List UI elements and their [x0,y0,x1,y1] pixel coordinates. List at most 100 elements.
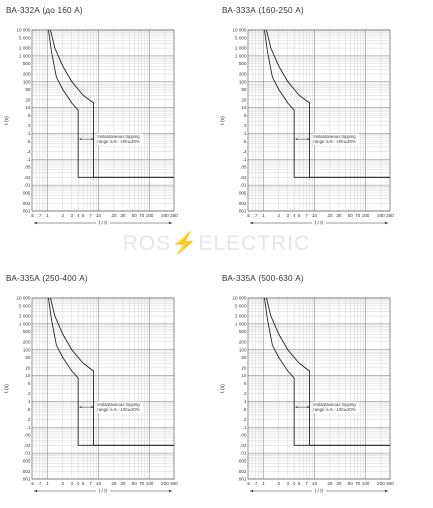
x-tick-label: 20 [327,481,333,486]
x-tick-label: 4 [293,213,296,218]
x-axis-label-bg [96,488,110,494]
chart-title: ВА-333А (160-250 А) [222,6,304,15]
y-tick-label: .2 [243,417,247,422]
y-tick-label: 20 [25,97,31,102]
series-line-1 [266,29,390,178]
x-tick-label: 70 [355,481,361,486]
x-tick-label: 5 [298,481,301,486]
x-tick-label: 10 [96,481,102,486]
annotation-line: Instantaneous tripping [313,402,356,407]
x-tick-label: 300 [386,213,394,218]
x-tick-label: .5 [246,481,250,486]
x-tick-label: 200 [161,481,169,486]
y-tick-label: 1 000 [235,321,247,326]
y-tick-label: 1 [244,399,247,404]
x-tick-label: 70 [139,481,145,486]
series-line-1 [50,29,174,178]
y-tick-label: 1 [28,131,31,136]
x-axis-arrow-right-icon [169,221,172,225]
y-tick-label: 100 [23,347,31,352]
x-axis-label-bg [312,220,326,226]
x-tick-label: 10 [312,213,318,218]
x-tick-label: 300 [170,481,178,486]
y-tick-label: .002 [238,469,247,474]
y-tick-label: 2 000 [235,314,247,319]
x-tick-label: 2 [61,481,64,486]
y-tick-label: .005 [22,459,31,464]
x-tick-label: 20 [327,213,333,218]
watermark-left: ROS [122,232,172,255]
y-tick-label: 5 000 [19,303,31,308]
x-tick-label: 50 [132,213,138,218]
y-axis-label: t (s) [220,116,226,125]
y-tick-label: 20 [241,97,247,102]
x-tick-label: 300 [170,213,178,218]
y-tick-label: 5 [28,113,31,118]
x-tick-label: .7 [38,481,42,486]
tripping-arrow-left-icon [295,138,298,141]
series-line-1 [266,297,390,446]
y-tick-label: .005 [22,191,31,196]
y-tick-label: .05 [24,433,31,438]
x-axis-arrow-left-icon [250,221,253,225]
annotation-line: range Ii=5 - 10In±20% [97,139,140,144]
annotation-line: range Ii=5 - 10In±20% [313,139,356,144]
watermark-right: ELECTRIC [198,232,311,255]
annotation-bg [312,401,359,414]
x-tick-label: 7 [305,213,308,218]
watermark: ROS⚡ELECTRIC [0,232,433,256]
x-tick-label: 30 [336,213,342,218]
x-tick-label: 3 [286,481,289,486]
x-axis-arrow-left-icon [34,489,37,493]
y-tick-label: 5 [244,113,247,118]
chart-panel-1: ВА-332А (до 160 А) 10 000 5 000 2 000 1 000… [0,0,216,240]
chart-title: ВА-332А (до 160 А) [6,6,83,15]
y-tick-label: 10 000 [16,296,30,301]
y-tick-label: 200 [239,72,247,77]
x-tick-label: 70 [355,213,361,218]
tripping-arrow-left-icon [79,138,82,141]
tripping-arrow-left-icon [295,406,298,409]
y-tick-label: .1 [243,425,247,430]
y-tick-label: 500 [239,329,247,334]
y-tick-label: .01 [240,183,247,188]
y-tick-label: 20 [25,365,31,370]
x-axis-label: I / Ir [99,489,108,495]
y-tick-label: 5 [244,381,247,386]
y-tick-label: 500 [23,329,31,334]
y-tick-label: 100 [23,79,31,84]
y-axis-label: t (s) [4,116,10,125]
series-line-2 [264,29,390,178]
y-tick-label: 2 [244,391,247,396]
y-tick-label: 10 [241,105,247,110]
x-tick-label: 30 [120,213,126,218]
x-tick-label: 7 [89,481,92,486]
x-tick-label: 4 [77,481,80,486]
y-tick-label: 100 [239,347,247,352]
y-tick-label: .01 [24,183,31,188]
x-tick-label: .5 [246,213,250,218]
series-line-2 [264,297,390,446]
x-tick-label: 300 [386,481,394,486]
y-tick-label: .02 [240,175,247,180]
tripping-arrow-right-icon [307,138,310,141]
y-tick-label: .002 [22,201,31,206]
grid [247,297,391,480]
x-tick-label: 1 [46,481,49,486]
annotation-bg [96,133,143,146]
y-tick-label: 2 000 [19,314,31,319]
x-axis-label: I / Ir [99,221,108,227]
y-tick-label: 50 [241,87,247,92]
y-tick-label: 10 [25,373,31,378]
y-tick-label: 200 [239,340,247,345]
y-tick-label: .5 [243,407,247,412]
y-tick-label: .5 [27,139,31,144]
y-tick-label: .02 [240,443,247,448]
y-tick-label: .2 [27,417,31,422]
y-axis-label: t (s) [4,384,10,393]
y-tick-label: .5 [27,407,31,412]
y-tick-label: 500 [23,61,31,66]
y-tick-label: .002 [238,201,247,206]
y-tick-label: 500 [239,61,247,66]
y-tick-label: 50 [241,355,247,360]
